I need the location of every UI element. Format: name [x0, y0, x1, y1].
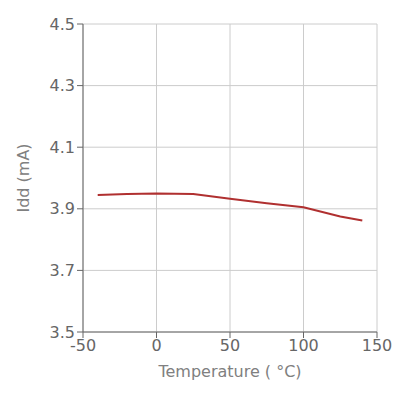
svg-text:3.7: 3.7: [50, 261, 75, 280]
svg-text:Temperature ( °C): Temperature ( °C): [157, 362, 301, 381]
svg-text:3.5: 3.5: [50, 323, 75, 342]
svg-text:150: 150: [362, 336, 393, 355]
svg-text:4.1: 4.1: [50, 138, 75, 157]
svg-text:Idd (mA): Idd (mA): [14, 143, 33, 212]
svg-text:-50: -50: [69, 336, 97, 356]
svg-text:4.5: 4.5: [50, 15, 75, 34]
svg-text:100: 100: [288, 336, 319, 355]
svg-text:3.9: 3.9: [50, 199, 75, 218]
svg-text:50: 50: [220, 336, 240, 355]
svg-text:4.3: 4.3: [50, 76, 75, 95]
svg-text:0: 0: [151, 336, 161, 355]
